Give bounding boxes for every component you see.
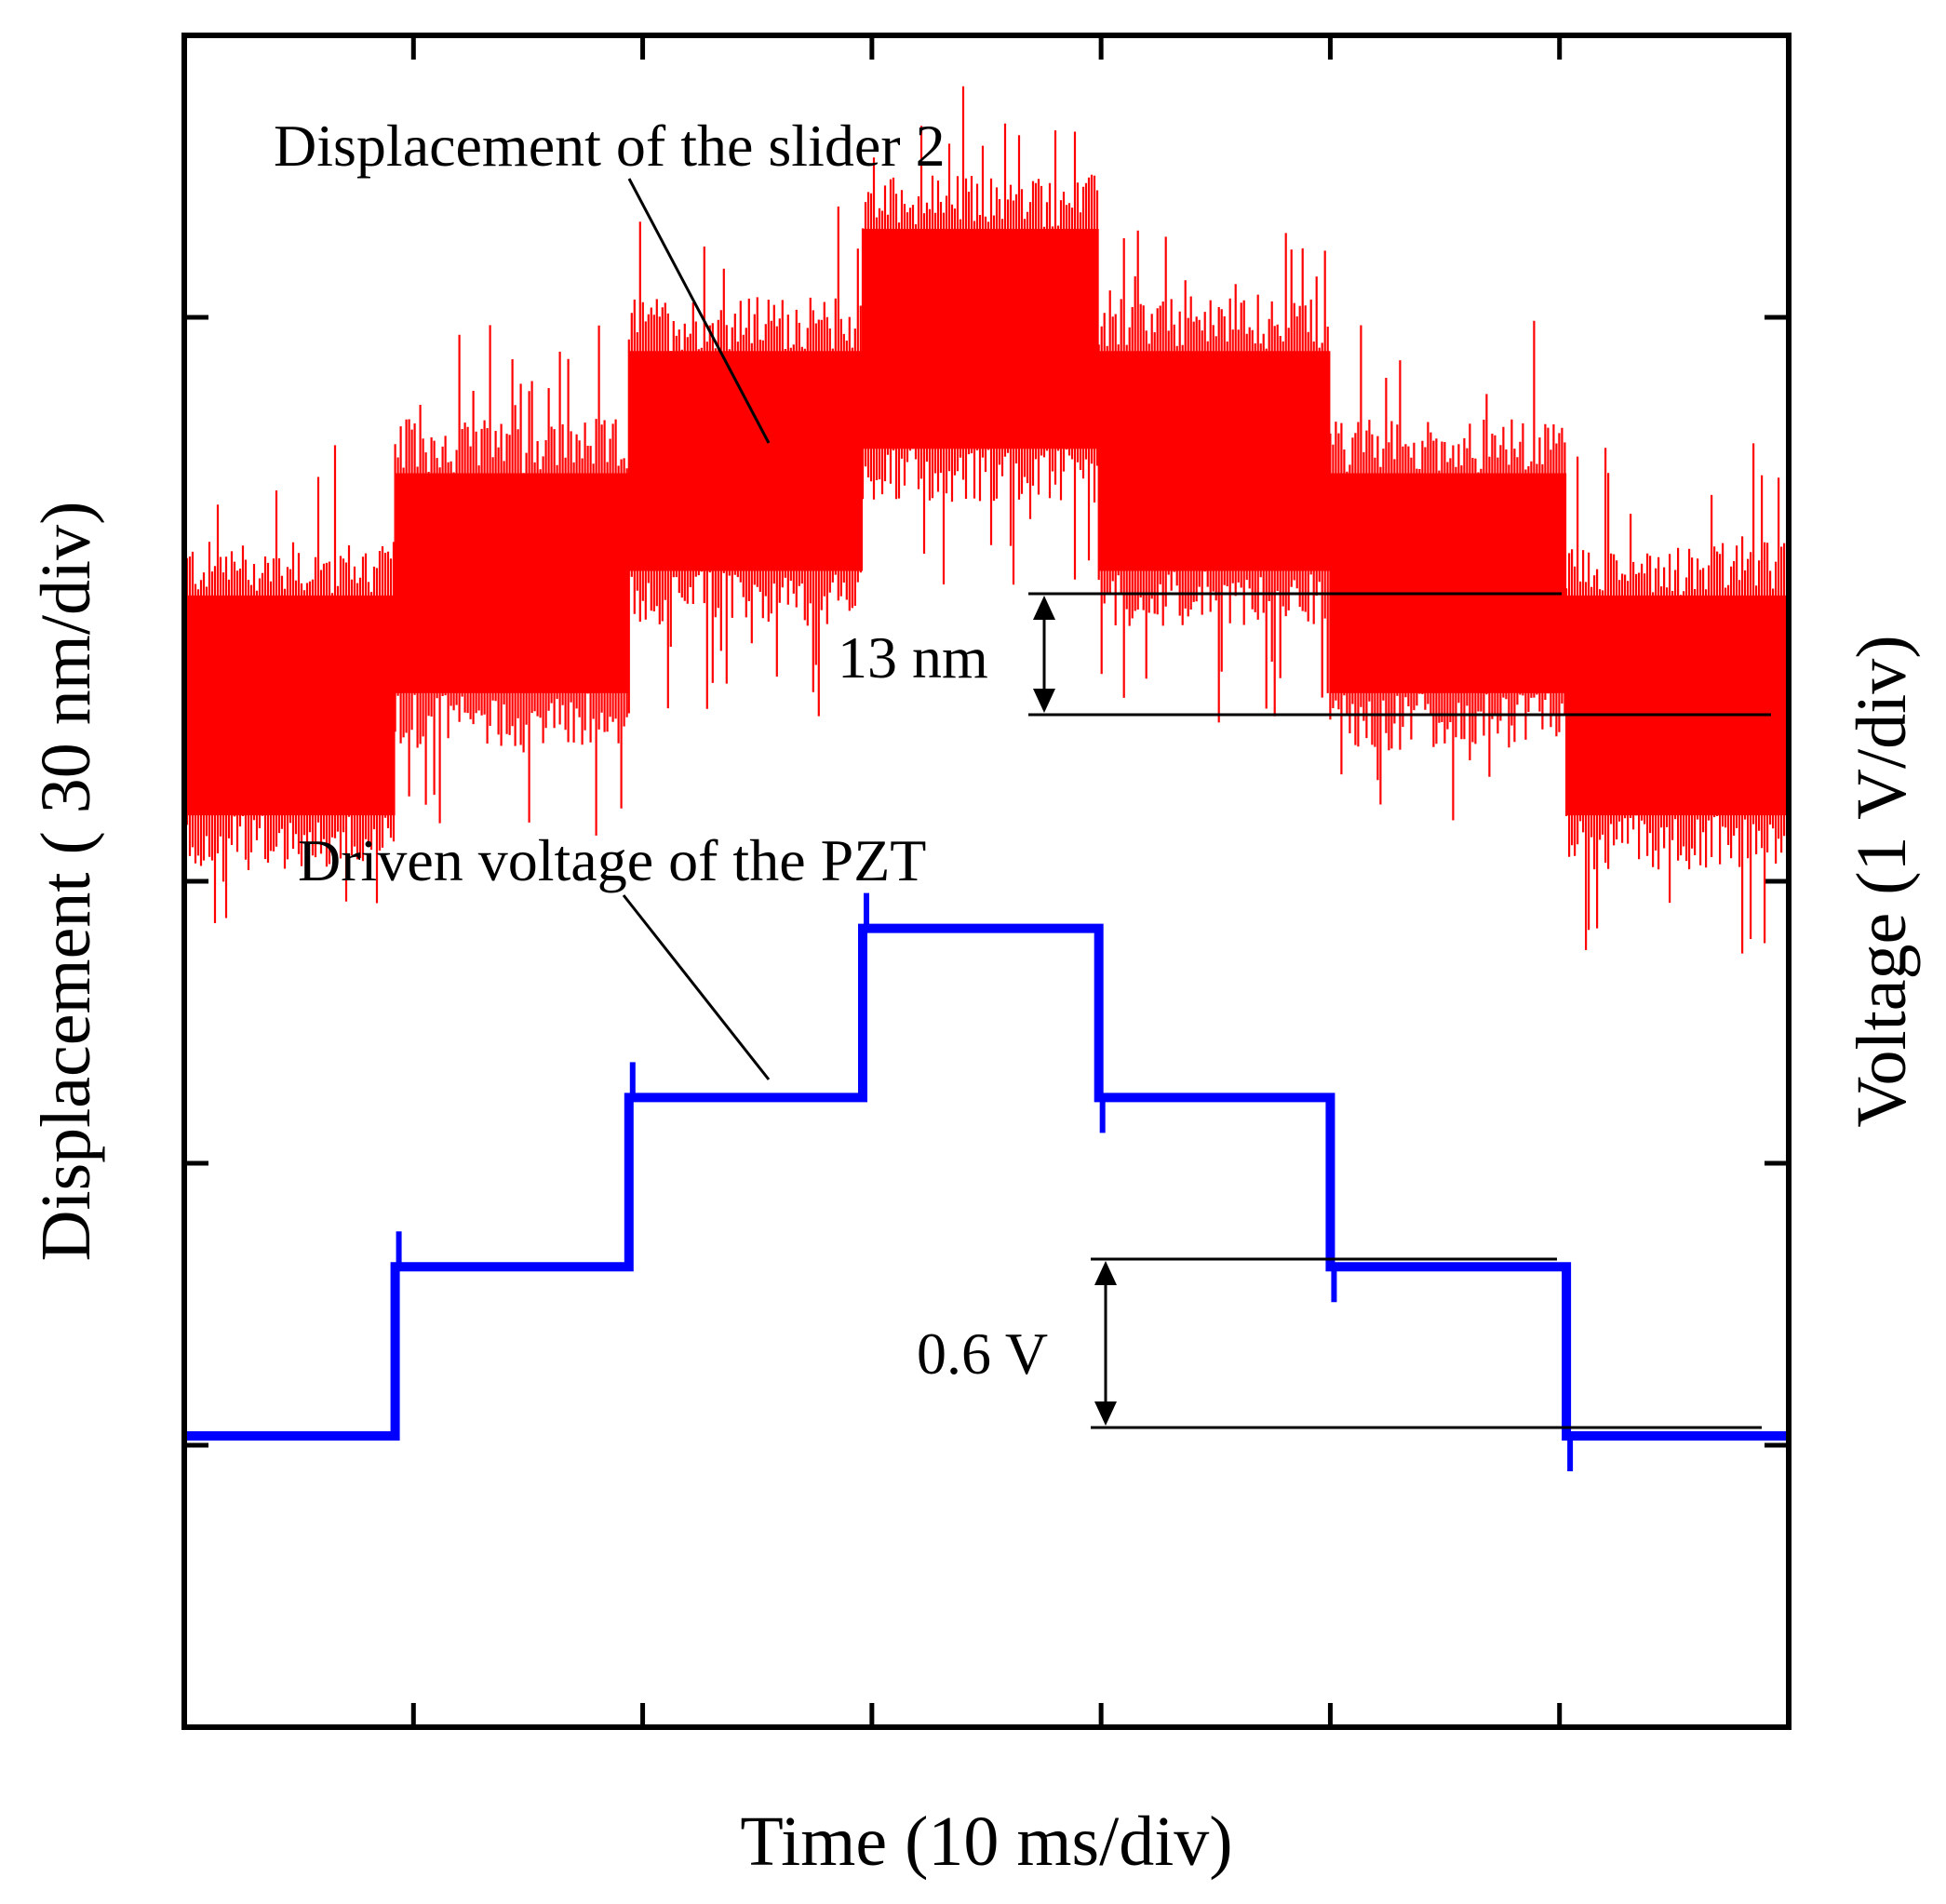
arrow-down-icon: [1094, 1401, 1117, 1426]
displacement-step-band: [1098, 351, 1331, 571]
plot-frame: [181, 33, 1792, 1730]
annotation-layer: Displacement of the slider 2 Driven volta…: [274, 113, 1771, 1429]
arrow-down-icon: [1033, 689, 1055, 713]
x-axis-title: Time (10 ms/div): [740, 1803, 1232, 1881]
series-voltage: [184, 923, 1789, 1441]
y-axis-title-left: Displacement ( 30 nm/div): [27, 502, 105, 1262]
arrow-up-icon: [1094, 1261, 1117, 1285]
annotation-13nm-label: 13 nm: [838, 624, 988, 691]
displacement-noise: [394, 325, 628, 836]
series-layer: [182, 86, 1789, 1471]
tick-marks: [184, 35, 1789, 1727]
annotation-0.6V-label: 0.6 V: [917, 1321, 1048, 1387]
y-axis-title-right: Voltage (1 V/div): [1843, 635, 1921, 1127]
displacement-noise: [861, 86, 1099, 585]
annotation-voltage-leader: [622, 894, 771, 1080]
annotation-displacement-leader: [627, 178, 771, 444]
annotation-voltage-label: Driven voltage of the PZT: [298, 827, 926, 893]
displacement-noise: [1097, 230, 1329, 723]
arrow-up-icon: [1033, 596, 1055, 620]
series-displacement: [182, 86, 1789, 954]
displacement-noise: [627, 206, 862, 717]
annotation-displacement-label: Displacement of the slider 2: [274, 113, 946, 179]
